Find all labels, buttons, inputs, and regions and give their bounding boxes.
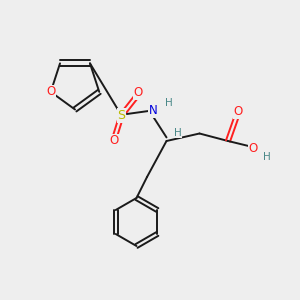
Text: O: O	[134, 86, 142, 100]
Text: N: N	[148, 104, 158, 118]
Text: O: O	[46, 85, 56, 98]
Text: H: H	[174, 128, 182, 138]
Text: H: H	[165, 98, 172, 108]
Text: H: H	[263, 152, 271, 163]
Text: O: O	[110, 134, 118, 148]
Text: O: O	[234, 105, 243, 119]
Text: O: O	[249, 142, 258, 155]
Text: S: S	[118, 109, 125, 122]
